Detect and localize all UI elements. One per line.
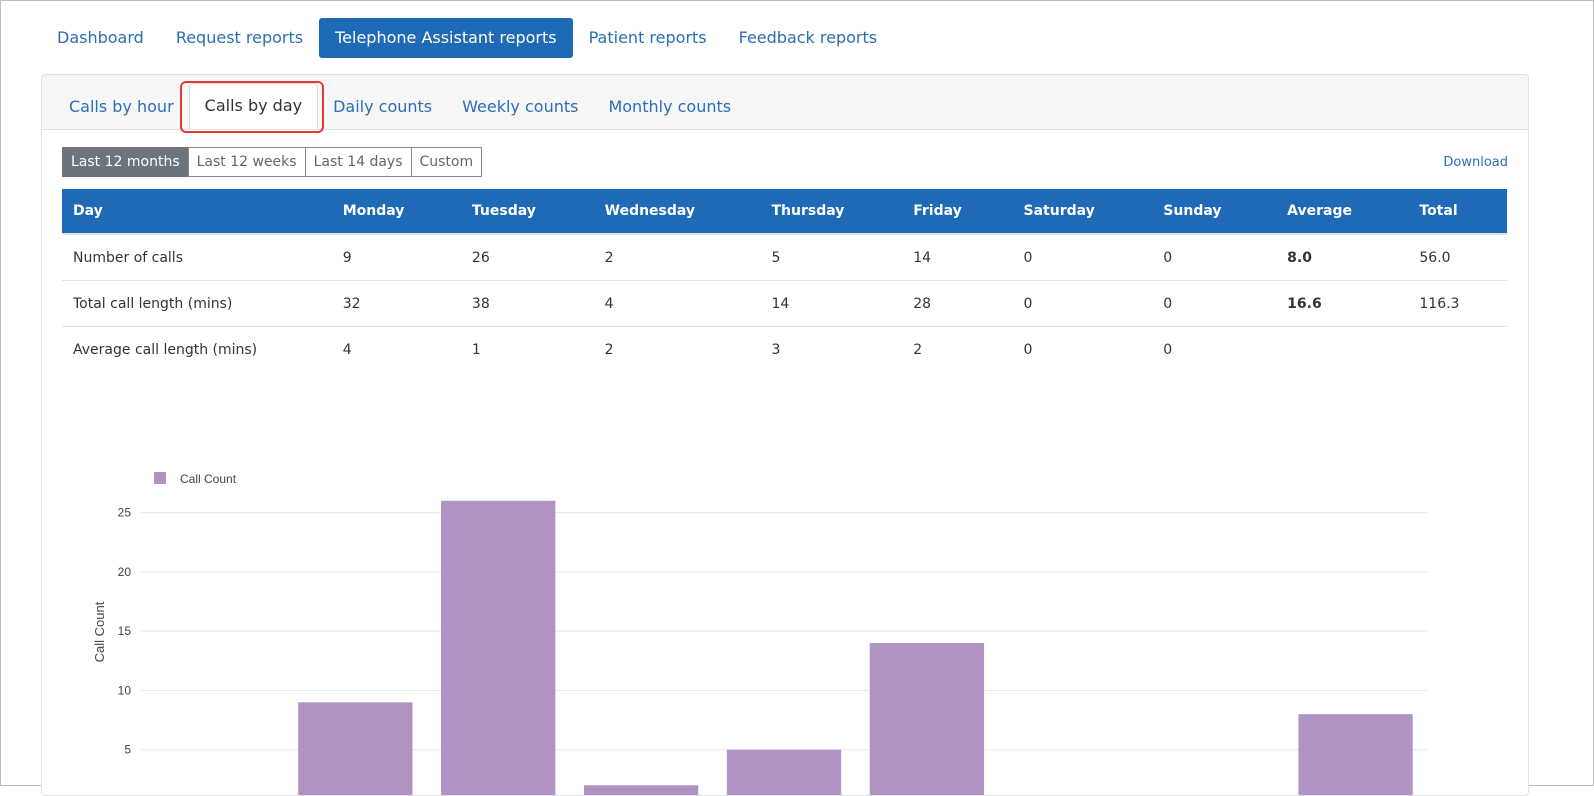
download-link[interactable]: Download <box>1443 155 1508 170</box>
table-cell: 16.6 <box>1276 280 1409 327</box>
table-cell: 28 <box>902 280 1013 327</box>
column-header-tuesday: Tuesday <box>460 189 594 235</box>
tab-calls-by-hour[interactable]: Calls by hour <box>69 97 174 116</box>
range-custom-button[interactable]: Custom <box>410 147 483 177</box>
nav-telephone-assistant-reports[interactable]: Telephone Assistant reports <box>319 18 573 58</box>
table-cell: 4 <box>593 280 761 327</box>
table-cell: 0 <box>1012 280 1153 327</box>
bar-friday <box>869 643 985 795</box>
bar-average <box>1298 714 1413 795</box>
legend-swatch <box>154 472 166 484</box>
range-last-14-days-button[interactable]: Last 14 days <box>304 147 412 177</box>
bar-wednesday <box>583 785 699 795</box>
table-cell: 26 <box>460 234 594 281</box>
table-header-row: Day Monday Tuesday Wednesday Thursday Friday S… <box>62 189 1507 235</box>
table-cell: 4 <box>342 341 352 358</box>
table-cell: Total call length (mins) <box>62 280 332 327</box>
y-tick-label: 10 <box>118 683 132 697</box>
table-cell: 0 <box>1152 280 1277 327</box>
table-cell: 0 <box>1023 341 1033 358</box>
report-card: Calls by hour Calls by day Daily counts Wee… <box>41 74 1529 796</box>
table-cell: Number of calls <box>62 234 332 281</box>
tab-monthly-counts[interactable]: Monthly counts <box>608 97 732 116</box>
table-row: Number of calls 9 26 2 5 14 0 0 8.0 56.0 <box>62 234 1507 281</box>
table-cell: 0 <box>1163 341 1173 358</box>
table-cell: 1 <box>471 341 481 358</box>
table-cell: 14 <box>760 280 903 327</box>
calls-by-day-chart: Call Count0510152025Call CountDayMondayT… <box>92 472 1427 795</box>
table-cell: 8.0 <box>1276 234 1409 281</box>
column-header-sunday: Sunday <box>1152 189 1277 235</box>
top-navigation: Dashboard Request reports Telephone Assist… <box>41 18 893 58</box>
card-header: Calls by hour Calls by day Daily counts Wee… <box>42 75 1528 133</box>
range-last-12-months-button[interactable]: Last 12 months <box>62 147 189 177</box>
y-tick-label: 15 <box>118 624 132 638</box>
table-cell: 0 <box>1012 234 1153 281</box>
y-tick-label: 25 <box>118 506 132 520</box>
column-header-average: Average <box>1276 189 1409 235</box>
tab-daily-counts[interactable]: Daily counts <box>333 97 433 116</box>
report-subtabs: Calls by hour Calls by day Daily counts Wee… <box>54 83 746 129</box>
table-cell: 9 <box>331 234 461 281</box>
table-cell: 0 <box>1152 234 1277 281</box>
legend-label: Call Count <box>180 472 237 486</box>
column-header-friday: Friday <box>902 189 1013 235</box>
column-header-day: Day <box>62 189 332 235</box>
table-cell: 32 <box>331 280 461 327</box>
table-cell: 5 <box>760 234 903 281</box>
table-cell: 14 <box>902 234 1013 281</box>
table-cell: 2 <box>593 234 761 281</box>
column-header-monday: Monday <box>331 189 461 235</box>
column-header-wednesday: Wednesday <box>593 189 761 235</box>
tab-weekly-counts[interactable]: Weekly counts <box>462 97 579 116</box>
y-tick-label: 5 <box>124 743 131 757</box>
column-header-saturday: Saturday <box>1012 189 1153 235</box>
column-header-total: Total <box>1408 189 1507 235</box>
table-cell: 116.3 <box>1408 280 1507 327</box>
bar-thursday <box>726 749 842 795</box>
nav-dashboard[interactable]: Dashboard <box>57 28 144 47</box>
table-cell: 2 <box>913 341 923 358</box>
table-cell: 56.0 <box>1408 234 1507 281</box>
table-cell <box>1276 327 1408 373</box>
table-cell: Average call length (mins) <box>73 341 258 358</box>
calls-by-day-table: Day Monday Tuesday Wednesday Thursday Friday S… <box>62 189 1507 372</box>
y-axis-label: Call Count <box>92 601 107 662</box>
nav-patient-reports[interactable]: Patient reports <box>588 28 707 47</box>
range-last-12-weeks-button[interactable]: Last 12 weeks <box>187 147 306 177</box>
nav-feedback-reports[interactable]: Feedback reports <box>738 28 878 47</box>
date-range-selector: Last 12 months Last 12 weeks Last 14 days C… <box>62 147 483 177</box>
table-row: Total call length (mins) 32 38 4 14 28 0 0 16.6 1… <box>62 280 1507 327</box>
y-tick-label: 20 <box>118 565 132 579</box>
table-row: Average call length (mins) 4 1 2 3 2 0 0 <box>62 327 1507 373</box>
column-header-thursday: Thursday <box>760 189 903 235</box>
table-cell <box>1408 327 1507 373</box>
table-cell: 2 <box>604 341 614 358</box>
bar-monday <box>298 702 413 795</box>
table-cell: 38 <box>460 280 594 327</box>
nav-request-reports[interactable]: Request reports <box>175 28 304 47</box>
table-cell: 3 <box>771 341 781 358</box>
tab-calls-by-day[interactable]: Calls by day <box>188 83 319 129</box>
bar-tuesday <box>441 500 556 795</box>
